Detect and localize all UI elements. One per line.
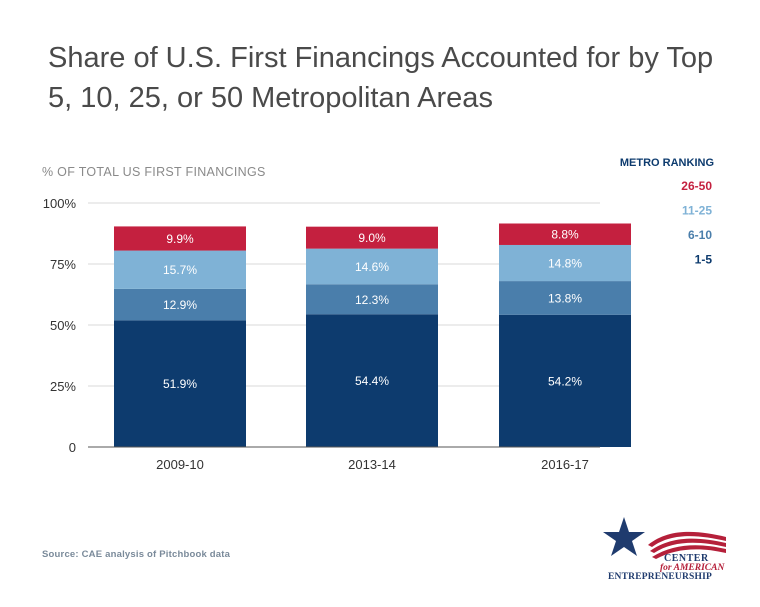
- data-label: 12.3%: [355, 293, 389, 307]
- bar-segment: [306, 226, 438, 249]
- x-tick-label: 2013-14: [348, 457, 396, 472]
- bar-segment: [114, 320, 246, 447]
- x-tick-label: 2016-17: [541, 457, 589, 472]
- star-stripes-logo-icon: [603, 517, 726, 559]
- y-tick-label: 50%: [50, 318, 76, 333]
- bar-segment: [114, 250, 246, 289]
- data-label: 14.6%: [355, 260, 389, 274]
- data-label: 54.4%: [355, 374, 389, 388]
- legend-entry: 26-50: [681, 179, 712, 193]
- data-label: 13.8%: [548, 291, 582, 305]
- y-tick-label: 0: [69, 440, 76, 455]
- chart-title: Share of U.S. First Financings Accounted…: [48, 42, 714, 114]
- logo-line-2: for AMERICAN: [660, 563, 725, 573]
- legend-entry: 6-10: [688, 228, 712, 242]
- data-label: 12.9%: [163, 298, 197, 312]
- logo-line-3: ENTREPRENEURSHIP: [608, 572, 713, 582]
- bar-segment: [499, 223, 631, 245]
- data-label: 15.7%: [163, 263, 197, 277]
- bar-segment: [306, 248, 438, 285]
- bar-segment: [114, 288, 246, 321]
- bar-segment: [499, 244, 631, 282]
- data-label: 9.9%: [166, 232, 194, 246]
- data-label: 14.8%: [548, 257, 582, 271]
- legend-title: METRO RANKING: [620, 157, 714, 169]
- bars: 51.9% 12.9% 15.7% 9.9% 54.4% 12.3% 14.6% 9.0% 54…: [114, 223, 631, 447]
- legend-entry: 1-5: [695, 253, 713, 267]
- y-axis-label: % OF TOTAL US FIRST FINANCINGS: [42, 165, 266, 179]
- axes: % OF TOTAL US FIRST FINANCINGS 0 25% 50% 75%…: [42, 165, 600, 472]
- data-label: 51.9%: [163, 377, 197, 391]
- bar-segment: [306, 314, 438, 447]
- legend: METRO RANKING 26-50 11-25 6-10 1-5: [620, 157, 714, 267]
- logo-line-1: CENTER: [664, 553, 709, 564]
- data-label: 8.8%: [551, 228, 579, 242]
- y-tick-label: 25%: [50, 379, 76, 394]
- x-tick-label: 2009-10: [156, 457, 204, 472]
- data-label: 9.0%: [358, 231, 386, 245]
- data-label: 54.2%: [548, 374, 582, 388]
- source-note: Source: CAE analysis of Pitchbook data: [42, 549, 231, 560]
- y-tick-label: 100%: [43, 196, 77, 211]
- bar-segment: [114, 226, 246, 251]
- legend-entry: 11-25: [682, 204, 712, 218]
- bar-segment: [306, 284, 438, 315]
- bar-segment: [499, 281, 631, 315]
- bar-segment: [499, 314, 631, 447]
- y-tick-label: 75%: [50, 257, 76, 272]
- cae-logo: CENTER for AMERICAN ENTREPRENEURSHIP: [600, 515, 730, 590]
